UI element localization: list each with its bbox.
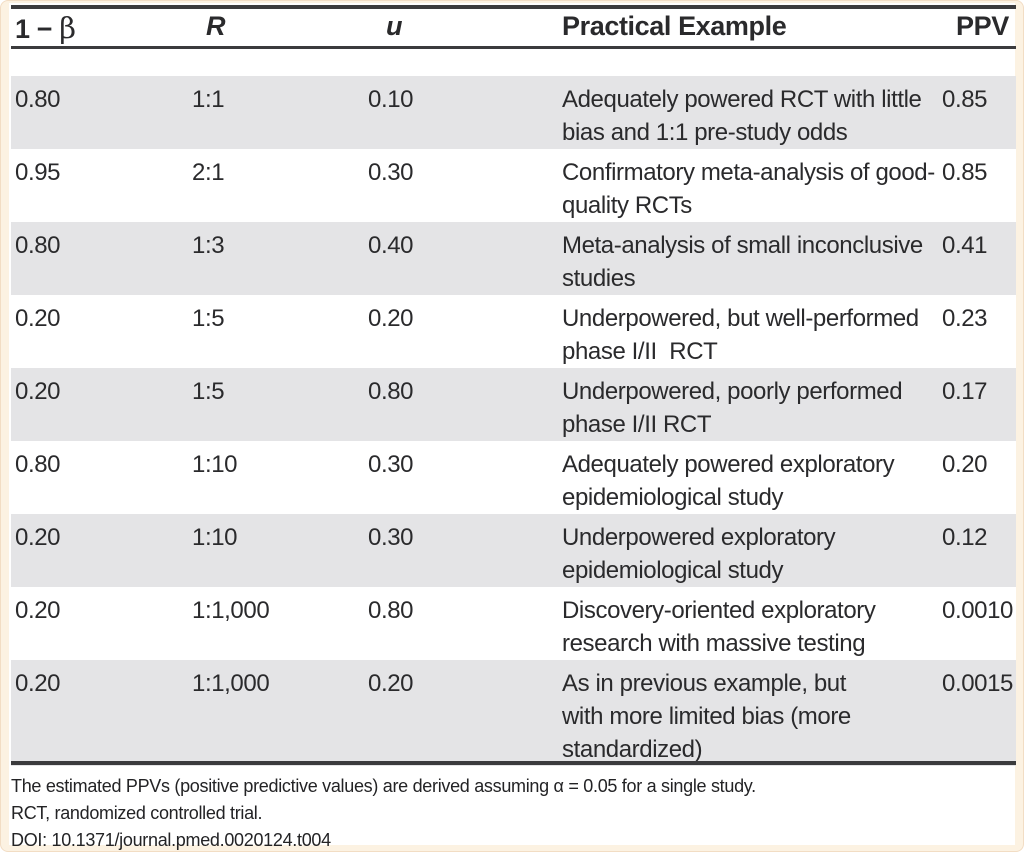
table-row: 0.20 1:10 0.30 Underpowered exploratory …: [11, 514, 1016, 587]
cell-example: Adequately powered exploratory epidemiol…: [562, 451, 895, 511]
header-rule: [11, 46, 1016, 49]
cell-r: 1:1,000: [192, 670, 270, 697]
cell-r: 1:1,000: [192, 597, 270, 624]
cell-u: 0.30: [368, 159, 414, 186]
cell-ppv: 0.41: [942, 232, 988, 259]
table-header-row: 1 − β R u Practical Example PPV: [11, 11, 1016, 45]
footnotes: The estimated PPVs (positive predictive …: [11, 773, 1013, 851]
cell-example: Underpowered exploratory epidemiological…: [562, 524, 836, 584]
cell-u: 0.80: [368, 378, 414, 405]
table-row: 0.95 2:1 0.30 Confirmatory meta-analysis…: [11, 149, 1016, 222]
cell-u: 0.20: [368, 305, 414, 332]
header-power: 1 − β: [11, 11, 188, 45]
cell-ppv: 0.85: [942, 159, 988, 186]
cell-power: 0.20: [15, 305, 61, 332]
cell-ppv: 0.20: [942, 451, 988, 478]
table-row: 0.20 1:5 0.80 Underpowered, poorly perfo…: [11, 368, 1016, 441]
table-row: 0.20 1:5 0.20 Underpowered, but well-per…: [11, 295, 1016, 368]
cell-u: 0.40: [368, 232, 414, 259]
cell-u: 0.10: [368, 86, 414, 113]
cell-u: 0.20: [368, 670, 414, 697]
cell-power: 0.95: [15, 159, 61, 186]
header-practical-example: Practical Example: [562, 11, 787, 41]
table-body: 0.80 1:1 0.10 Adequately powered RCT wit…: [11, 76, 1016, 766]
cell-r: 1:5: [192, 305, 225, 332]
cell-example: Confirmatory meta-analysis of good- qual…: [562, 159, 935, 219]
cell-example: Meta-analysis of small inconclusive stud…: [562, 232, 923, 292]
table-row: 0.80 1:10 0.30 Adequately powered explor…: [11, 441, 1016, 514]
table-row: 0.80 1:1 0.10 Adequately powered RCT wit…: [11, 76, 1016, 149]
header-r: R: [206, 11, 226, 41]
cell-r: 1:3: [192, 232, 225, 259]
cell-r: 2:1: [192, 159, 225, 186]
header-power-prefix: 1 −: [15, 14, 60, 44]
cell-r: 1:10: [192, 451, 238, 478]
table-row: 0.20 1:1,000 0.80 Discovery-oriented exp…: [11, 587, 1016, 660]
cell-u: 0.30: [368, 451, 414, 478]
cell-ppv: 0.0010: [942, 597, 1014, 624]
cell-power: 0.20: [15, 524, 61, 551]
cell-u: 0.30: [368, 524, 414, 551]
cell-r: 1:10: [192, 524, 238, 551]
cell-example: As in previous example, but with more li…: [562, 670, 851, 763]
cell-power: 0.80: [15, 86, 61, 113]
cell-power: 0.20: [15, 378, 61, 405]
footnote-doi: DOI: 10.1371/journal.pmed.0020124.t004: [11, 830, 331, 850]
beta-symbol: β: [59, 11, 76, 45]
cell-ppv: 0.17: [942, 378, 988, 405]
cell-example: Adequately powered RCT with little bias …: [562, 86, 922, 146]
cell-ppv: 0.0015: [942, 670, 1014, 697]
table-row: 0.80 1:3 0.40 Meta-analysis of small inc…: [11, 222, 1016, 295]
cell-ppv: 0.23: [942, 305, 988, 332]
cell-example: Discovery-oriented exploratory research …: [562, 597, 876, 657]
cell-ppv: 0.85: [942, 86, 988, 113]
footnote-alpha-assumption: The estimated PPVs (positive predictive …: [11, 776, 756, 796]
cell-u: 0.80: [368, 597, 414, 624]
header-ppv: PPV: [956, 11, 1009, 41]
footnote-rct-abbreviation: RCT, randomized controlled trial.: [11, 803, 263, 823]
cell-r: 1:1: [192, 86, 225, 113]
cell-power: 0.80: [15, 451, 61, 478]
top-rule: [11, 5, 1016, 9]
table-panel: 1 − β R u Practical Example PPV 0.80 1:1…: [9, 3, 1016, 850]
cell-example: Underpowered, but well-performed phase I…: [562, 305, 919, 365]
cell-r: 1:5: [192, 378, 225, 405]
header-u: u: [386, 11, 403, 41]
table-row: 0.20 1:1,000 0.20 As in previous example…: [11, 660, 1016, 766]
footer-rule: [11, 761, 1016, 765]
cell-power: 0.80: [15, 232, 61, 259]
cell-power: 0.20: [15, 670, 61, 697]
cell-power: 0.20: [15, 597, 61, 624]
cell-ppv: 0.12: [942, 524, 988, 551]
cell-example: Underpowered, poorly performed phase I/I…: [562, 378, 903, 438]
